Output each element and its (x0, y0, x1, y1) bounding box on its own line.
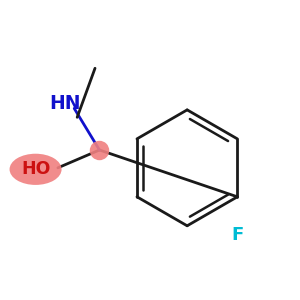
Text: HO: HO (21, 160, 50, 178)
Text: HN: HN (50, 94, 81, 113)
Ellipse shape (10, 154, 62, 185)
Text: F: F (232, 226, 244, 244)
